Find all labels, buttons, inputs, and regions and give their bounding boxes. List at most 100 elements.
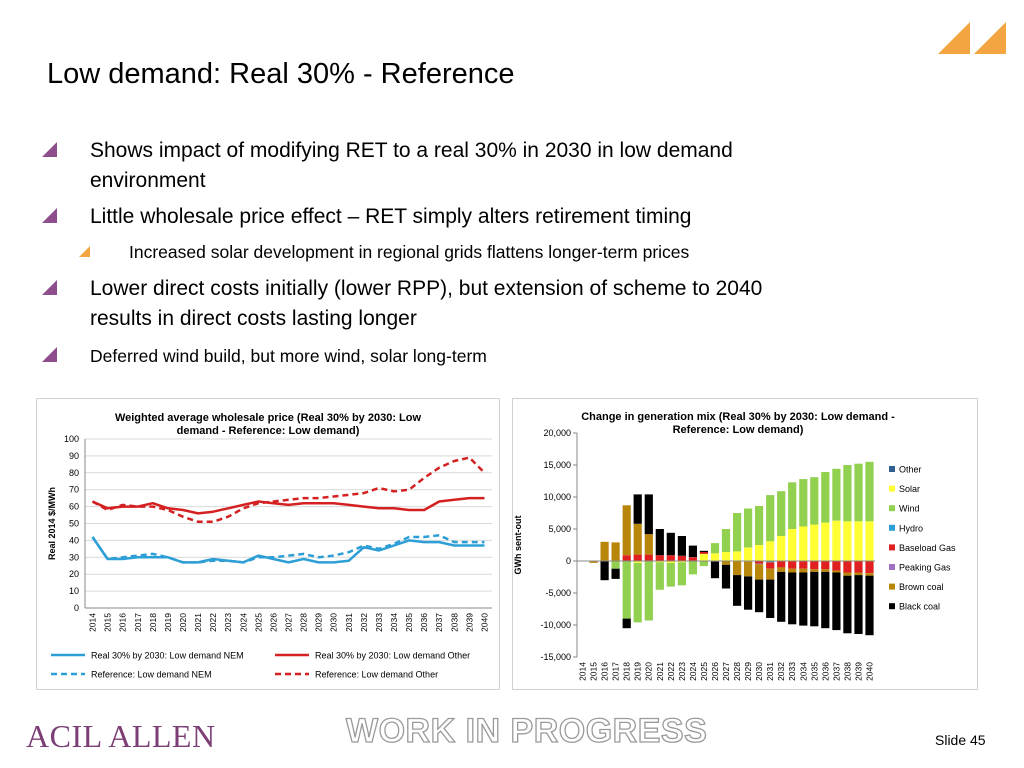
y-axis-label: GWh sent-out bbox=[513, 516, 523, 575]
corner-logo-icon bbox=[938, 22, 1006, 54]
legend-swatch bbox=[889, 524, 895, 531]
bar-wind bbox=[688, 561, 697, 575]
bar-black-coal bbox=[832, 572, 841, 631]
acil-allen-logo: ACIL ALLEN bbox=[26, 718, 216, 754]
x-tick-label: 2038 bbox=[842, 662, 852, 681]
bar-brown-coal bbox=[766, 568, 775, 580]
y-tick-label: 10 bbox=[69, 586, 79, 596]
bullet-1-line-1: Shows impact of modifying RET to a real … bbox=[90, 139, 733, 162]
bar-hydro bbox=[766, 561, 775, 563]
x-tick-label: 2015 bbox=[589, 662, 599, 681]
x-tick-label: 2039 bbox=[464, 613, 474, 632]
bar-solar bbox=[766, 541, 775, 561]
x-tick-label: 2040 bbox=[479, 613, 489, 632]
bar-brown-coal bbox=[589, 561, 598, 563]
bar-baseload-gas bbox=[854, 561, 863, 573]
y-tick-label: 0 bbox=[566, 556, 571, 566]
bar-black-coal bbox=[843, 575, 852, 634]
bar-brown-coal bbox=[622, 505, 631, 556]
x-tick-label: 2019 bbox=[163, 613, 173, 632]
legend-label: Real 30% by 2030: Low demand Other bbox=[315, 651, 470, 661]
x-tick-label: 2035 bbox=[809, 662, 819, 681]
x-tick-label: 2036 bbox=[820, 662, 830, 681]
bar-wind bbox=[710, 543, 720, 554]
x-tick-label: 2017 bbox=[133, 613, 143, 632]
bullet-1-line-2: environment bbox=[90, 169, 206, 192]
bar-solar bbox=[788, 529, 797, 561]
y-tick-label: -10,000 bbox=[540, 620, 571, 630]
x-tick-label: 2028 bbox=[299, 613, 309, 632]
bar-wind bbox=[777, 491, 786, 536]
bar-solar bbox=[854, 521, 863, 561]
x-tick-label: 2018 bbox=[148, 613, 158, 632]
bar-solar bbox=[843, 521, 852, 561]
bar-baseload-gas bbox=[655, 555, 664, 561]
bar-brown-coal bbox=[721, 561, 731, 565]
bullet-triangle-icon bbox=[42, 142, 57, 157]
bar-baseload-gas bbox=[666, 555, 675, 561]
bar-black-coal bbox=[788, 572, 797, 625]
bar-baseload-gas bbox=[832, 561, 841, 571]
bar-solar bbox=[655, 561, 664, 563]
bar-brown-coal bbox=[854, 572, 863, 576]
bar-wind bbox=[611, 561, 620, 569]
generation-mix-chart-svg: Change in generation mix (Real 30% by 20… bbox=[513, 411, 956, 681]
slide-number: Slide 45 bbox=[935, 732, 986, 748]
bar-baseload-gas bbox=[788, 561, 797, 569]
bar-solar bbox=[633, 561, 642, 563]
x-tick-label: 2037 bbox=[831, 662, 841, 681]
bar-black-coal bbox=[600, 561, 609, 581]
bullet-5-text: Deferred wind build, but more wind, sola… bbox=[90, 346, 487, 366]
bar-solar bbox=[799, 526, 808, 561]
bullet-5: Deferred wind build, but more wind, sola… bbox=[42, 343, 487, 369]
series-line-1 bbox=[91, 536, 485, 564]
bar-solar bbox=[755, 545, 764, 561]
bar-wind bbox=[633, 562, 642, 623]
bar-baseload-gas bbox=[699, 552, 708, 554]
bar-black-coal bbox=[777, 571, 786, 622]
bar-solar bbox=[699, 554, 708, 561]
legend-label: Solar bbox=[899, 484, 920, 494]
legend-swatch bbox=[889, 466, 895, 472]
bar-solar bbox=[832, 520, 841, 561]
slide-title: Low demand: Real 30% - Reference bbox=[47, 58, 515, 90]
x-tick-label: 2036 bbox=[419, 613, 429, 632]
x-tick-label: 2034 bbox=[389, 613, 399, 632]
y-tick-label: -5,000 bbox=[545, 588, 571, 598]
bar-solar bbox=[721, 552, 731, 561]
legend-label: Peaking Gas bbox=[899, 563, 951, 573]
bar-wind bbox=[666, 562, 675, 587]
bar-wind bbox=[799, 479, 808, 527]
bar-solar bbox=[666, 561, 675, 563]
x-tick-label: 2017 bbox=[611, 662, 621, 681]
bar-wind bbox=[810, 477, 819, 525]
x-tick-label: 2027 bbox=[284, 613, 294, 632]
x-tick-label: 2032 bbox=[359, 613, 369, 632]
bar-black-coal bbox=[755, 579, 764, 613]
x-tick-label: 2026 bbox=[710, 662, 720, 681]
bullet-1: Shows impact of modifying RET to a real … bbox=[42, 136, 733, 196]
bar-brown-coal bbox=[843, 572, 852, 576]
bar-black-coal bbox=[688, 545, 697, 558]
legend-label: Brown coal bbox=[899, 582, 944, 592]
bar-solar bbox=[677, 561, 686, 563]
legend-label: Black coal bbox=[899, 602, 940, 612]
bar-brown-coal bbox=[644, 534, 653, 555]
bar-baseload-gas bbox=[633, 554, 642, 561]
bar-baseload-gas bbox=[799, 561, 808, 569]
legend-label: Hydro bbox=[899, 523, 923, 533]
legend-label: Reference: Low demand NEM bbox=[91, 670, 212, 680]
x-tick-label: 2023 bbox=[223, 613, 233, 632]
y-tick-label: 30 bbox=[69, 552, 79, 562]
y-tick-label: 0 bbox=[74, 603, 79, 613]
bar-wind bbox=[655, 562, 664, 590]
bar-black-coal bbox=[655, 529, 664, 556]
x-tick-label: 2030 bbox=[329, 613, 339, 632]
bar-baseload-gas bbox=[810, 561, 819, 570]
bar-solar bbox=[710, 553, 720, 561]
bullet-triangle-icon bbox=[42, 208, 57, 223]
bar-wind bbox=[854, 463, 863, 522]
x-tick-label: 2016 bbox=[600, 662, 610, 681]
y-axis-label: Real 2014 $/MWh bbox=[47, 487, 57, 560]
bar-brown-coal bbox=[832, 570, 841, 573]
